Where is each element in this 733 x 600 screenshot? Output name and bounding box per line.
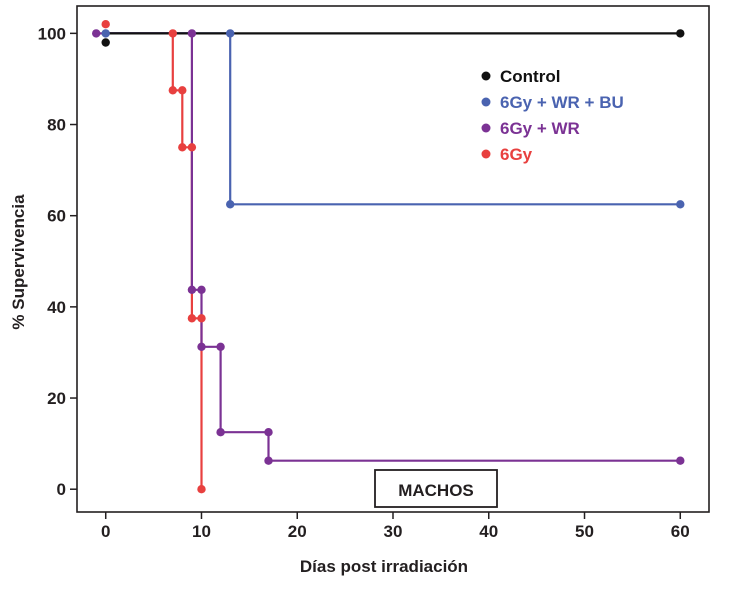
data-point-6gy-wr-bu bbox=[226, 29, 235, 38]
annotation-box: MACHOS bbox=[374, 469, 498, 508]
data-point-6gy-wr-bu bbox=[226, 200, 235, 209]
data-point-6gy bbox=[197, 485, 206, 494]
y-tick-label: 0 bbox=[57, 480, 66, 499]
x-tick-label: 0 bbox=[101, 522, 110, 541]
x-tick-label: 10 bbox=[192, 522, 211, 541]
data-point-6gy-wr bbox=[197, 285, 206, 294]
data-point-6gy bbox=[168, 29, 177, 38]
data-point-6gy-wr bbox=[676, 456, 685, 465]
y-tick-label: 80 bbox=[47, 116, 66, 135]
data-point-6gy bbox=[187, 314, 197, 323]
x-tick-label: 50 bbox=[575, 522, 594, 541]
legend-marker bbox=[481, 123, 491, 133]
x-axis-title: Días post irradiación bbox=[300, 557, 468, 576]
x-tick-label: 20 bbox=[288, 522, 307, 541]
x-tick-label: 60 bbox=[671, 522, 690, 541]
data-point-6gy bbox=[101, 20, 110, 29]
series-points bbox=[92, 20, 685, 494]
series-lines bbox=[96, 32, 681, 490]
data-point-6gy-wr bbox=[264, 456, 273, 465]
data-point-6gy bbox=[178, 143, 187, 152]
y-axis-title: % Supervivencia bbox=[9, 194, 28, 330]
data-point-6gy bbox=[197, 314, 206, 323]
data-point-6gy-wr bbox=[216, 428, 225, 437]
data-point-control bbox=[101, 38, 110, 47]
data-point-6gy bbox=[187, 143, 197, 152]
annotation-label: MACHOS bbox=[398, 481, 474, 500]
legend-label: Control bbox=[500, 67, 560, 86]
data-point-6gy-wr-bu bbox=[101, 29, 110, 38]
x-tick-label: 30 bbox=[384, 522, 403, 541]
legend: Control 6Gy + WR + BU 6Gy + WR 6Gy bbox=[481, 67, 624, 164]
legend-label: 6Gy + WR + BU bbox=[500, 93, 624, 112]
data-point-6gy-wr bbox=[187, 29, 197, 38]
data-point-6gy-wr-bu bbox=[676, 200, 685, 209]
data-point-6gy-wr bbox=[197, 342, 206, 351]
data-point-6gy bbox=[168, 86, 177, 95]
y-tick-label: 20 bbox=[47, 389, 66, 408]
data-point-control bbox=[676, 29, 685, 38]
series-line-6gy-wr bbox=[96, 32, 681, 462]
legend-marker bbox=[481, 71, 491, 81]
legend-label: 6Gy bbox=[500, 145, 533, 164]
axes: 0 10 20 30 40 50 60 0 20 40 60 80 100 bbox=[38, 24, 690, 541]
data-point-6gy bbox=[178, 86, 187, 95]
y-tick-label: 40 bbox=[47, 298, 66, 317]
y-tick-label: 60 bbox=[47, 207, 66, 226]
x-tick-label: 40 bbox=[479, 522, 498, 541]
legend-marker bbox=[481, 97, 491, 107]
legend-label: 6Gy + WR bbox=[500, 119, 580, 138]
legend-marker bbox=[481, 149, 491, 159]
series-line-6gy bbox=[105, 32, 203, 490]
data-point-6gy-wr bbox=[216, 342, 225, 351]
data-point-6gy-wr bbox=[92, 29, 101, 38]
data-point-6gy-wr bbox=[264, 428, 273, 437]
data-point-6gy-wr bbox=[187, 285, 197, 294]
y-tick-label: 100 bbox=[38, 24, 66, 43]
annotation-frame bbox=[374, 469, 498, 508]
